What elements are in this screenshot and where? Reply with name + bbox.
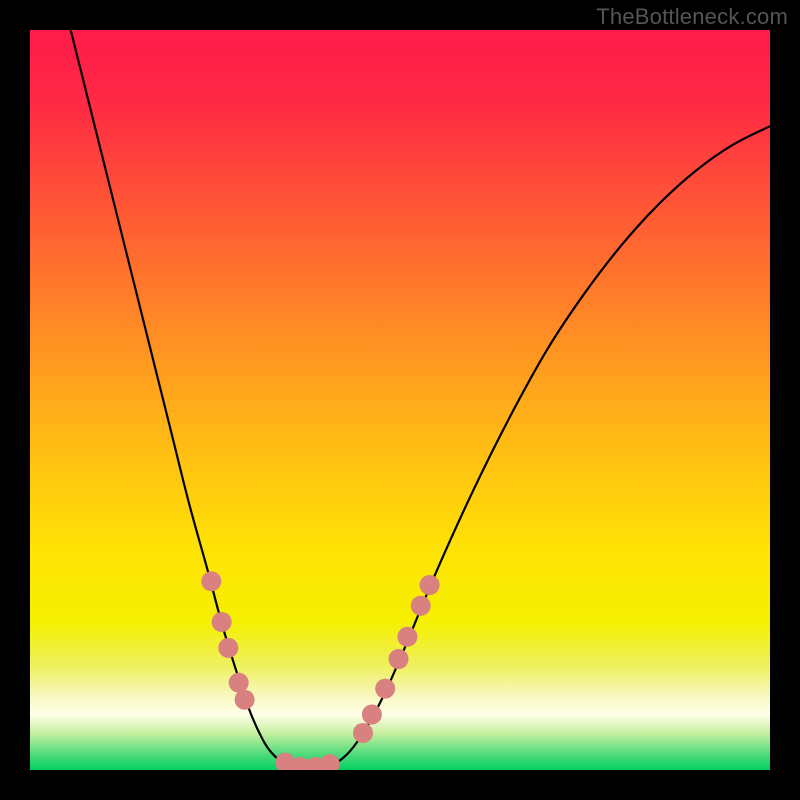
data-marker <box>411 596 431 616</box>
data-marker <box>420 575 440 595</box>
data-marker <box>362 705 382 725</box>
data-marker <box>229 673 249 693</box>
data-marker <box>212 612 232 632</box>
data-marker <box>375 679 395 699</box>
data-marker <box>389 649 409 669</box>
data-marker <box>201 571 221 591</box>
chart-outer-frame: TheBottleneck.com <box>0 0 800 800</box>
data-marker <box>397 627 417 647</box>
bottleneck-chart <box>30 30 770 770</box>
watermark-text: TheBottleneck.com <box>596 4 788 30</box>
data-marker <box>235 690 255 710</box>
data-marker <box>353 723 373 743</box>
data-marker <box>218 638 238 658</box>
